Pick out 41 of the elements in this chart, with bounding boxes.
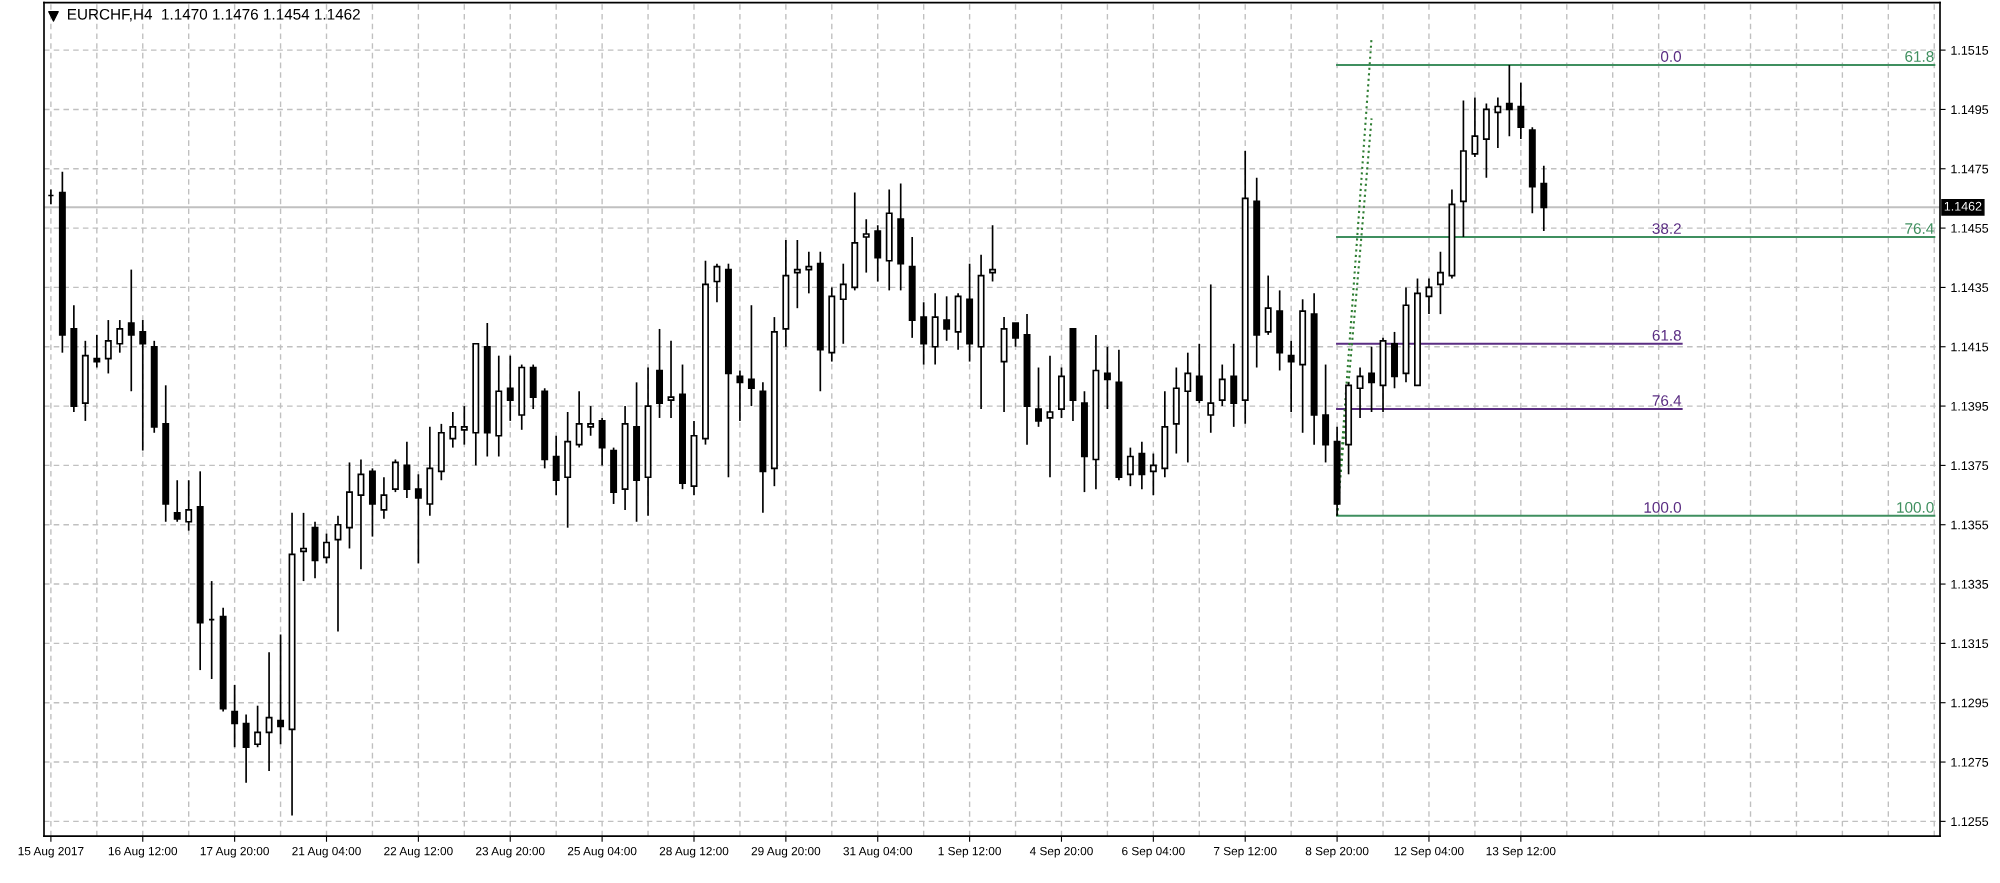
x-tick-label: 25 Aug 04:00 [567,846,637,858]
x-tick-label: 7 Sep 12:00 [1213,846,1277,858]
y-tick-label: 1.1295 [1951,698,1989,708]
y-tick-label: 1.1375 [1951,461,1989,471]
x-tick-label: 28 Aug 12:00 [659,846,729,858]
annotation: 38.2 [1652,223,1681,234]
x-tick-label: 22 Aug 12:00 [384,846,453,858]
y-tick-label: 1.1455 [1951,224,1989,233]
x-tick-label: 16 Aug 12:00 [108,846,178,858]
chart-title: EURCHF,H4 1.1470 1.1476 1.1454 1.1462 [68,8,360,22]
x-tick-label: 29 Aug 20:00 [751,846,821,858]
series-label: 76.4 [1652,395,1682,407]
y-tick-label: 1.1475 [1951,164,1989,174]
series-label: 61.8 [1905,51,1934,62]
y-tick-label: 1.1275 [1951,757,1989,767]
y-tick-label: 1.1355 [1951,520,1989,530]
x-tick-label: 15 Aug 2017 [18,846,84,858]
y-tick-label: 1.1435 [1951,283,1989,293]
y-tick-label: 1.1515 [1951,46,1989,55]
series-label: 100.0 [1897,501,1934,513]
x-tick-label: 8 Sep 20:00 [1305,846,1369,858]
series-label: 61.8 [1652,329,1681,341]
x-tick-label: 17 Aug 20:00 [200,846,269,858]
x-tick-label: 6 Sep 04:00 [1122,846,1185,858]
x-tick-label: 4 Sep 20:00 [1029,846,1093,858]
y-tick-label: 1.1415 [1951,342,1989,352]
x-tick-label: 31 Aug 04:00 [843,846,913,858]
x-tick-label: 1 Sep 12:00 [938,846,1001,858]
series-label: 76.4 [1905,223,1934,234]
x-tick-label: 23 Aug 20:00 [476,846,545,858]
y-tick-label: 1.1315 [1951,639,1989,649]
y-tick-label: 1.1495 [1951,105,1989,115]
annotation: 0.0 [1660,51,1682,62]
x-tick-label: 21 Aug 04:00 [292,846,361,858]
y-tick-label: 1.1335 [1951,579,1989,589]
y-tick-label: 1.1395 [1951,401,1989,411]
x-tick-label: 12 Sep 04:00 [1394,846,1464,858]
x-tick-label: 13 Sep 12:00 [1486,846,1556,858]
ref-line-label: 1.1462 [1944,201,1982,211]
y-tick-label: 1.1255 [1951,817,1989,827]
annotation: 100.0 [1644,501,1682,513]
